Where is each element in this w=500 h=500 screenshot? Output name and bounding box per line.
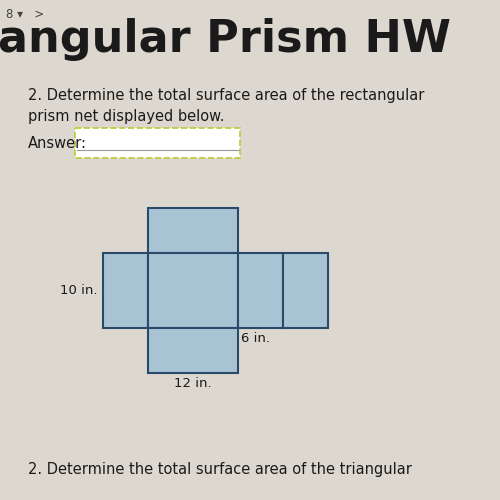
Bar (103, 253, 148, 328)
Text: angular Prism HW: angular Prism HW (0, 18, 451, 61)
Text: 6 in.: 6 in. (241, 332, 270, 345)
Bar (148, 253, 238, 328)
Text: 2. Determine the total surface area of the triangular: 2. Determine the total surface area of t… (28, 462, 412, 477)
Bar (238, 253, 283, 328)
Bar (283, 253, 328, 328)
Text: 10 in.: 10 in. (60, 284, 98, 297)
Text: 2. Determine the total surface area of the rectangular
prism net displayed below: 2. Determine the total surface area of t… (28, 88, 424, 124)
Bar (148, 208, 238, 253)
Text: 12 in.: 12 in. (174, 377, 212, 390)
Text: 8 ▾   >: 8 ▾ > (6, 8, 44, 21)
Text: Answer:: Answer: (28, 136, 87, 150)
Bar (148, 328, 238, 373)
Bar (75, 128, 240, 158)
